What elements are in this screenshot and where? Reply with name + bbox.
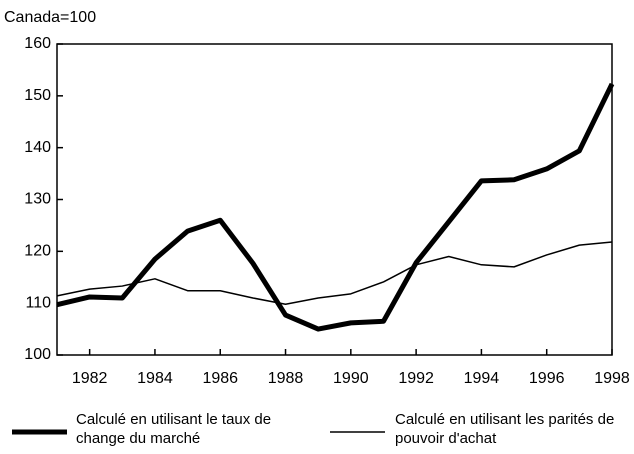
x-tick-label: 1992 [398, 370, 434, 387]
y-tick-label: 110 [25, 294, 51, 311]
y-tick-label: 150 [24, 87, 51, 104]
x-tick-label: 1988 [268, 370, 304, 387]
x-tick-label: 1996 [529, 370, 565, 387]
y-tick-label: 160 [24, 35, 51, 52]
x-tick-label: 1994 [464, 370, 500, 387]
x-tick-label: 1984 [137, 370, 173, 387]
y-axis-unit: Canada=100 [4, 9, 96, 26]
series-line [56, 241, 613, 305]
legend-label: Calculé en utilisant le taux de change d… [76, 411, 272, 447]
x-tick-label: 1982 [72, 370, 108, 387]
y-tick-label: 140 [24, 139, 51, 156]
x-tick-label: 1998 [594, 370, 630, 387]
x-tick-label: 1990 [333, 370, 369, 387]
x-tick-label: 1986 [202, 370, 238, 387]
plot-frame [56, 43, 613, 356]
series-line [56, 82, 615, 332]
y-tick-label: 120 [24, 243, 51, 260]
legend-label: Calculé en utilisant les parités de pouv… [395, 411, 615, 447]
y-tick-label: 100 [24, 346, 51, 363]
y-tick-label: 130 [24, 191, 51, 208]
